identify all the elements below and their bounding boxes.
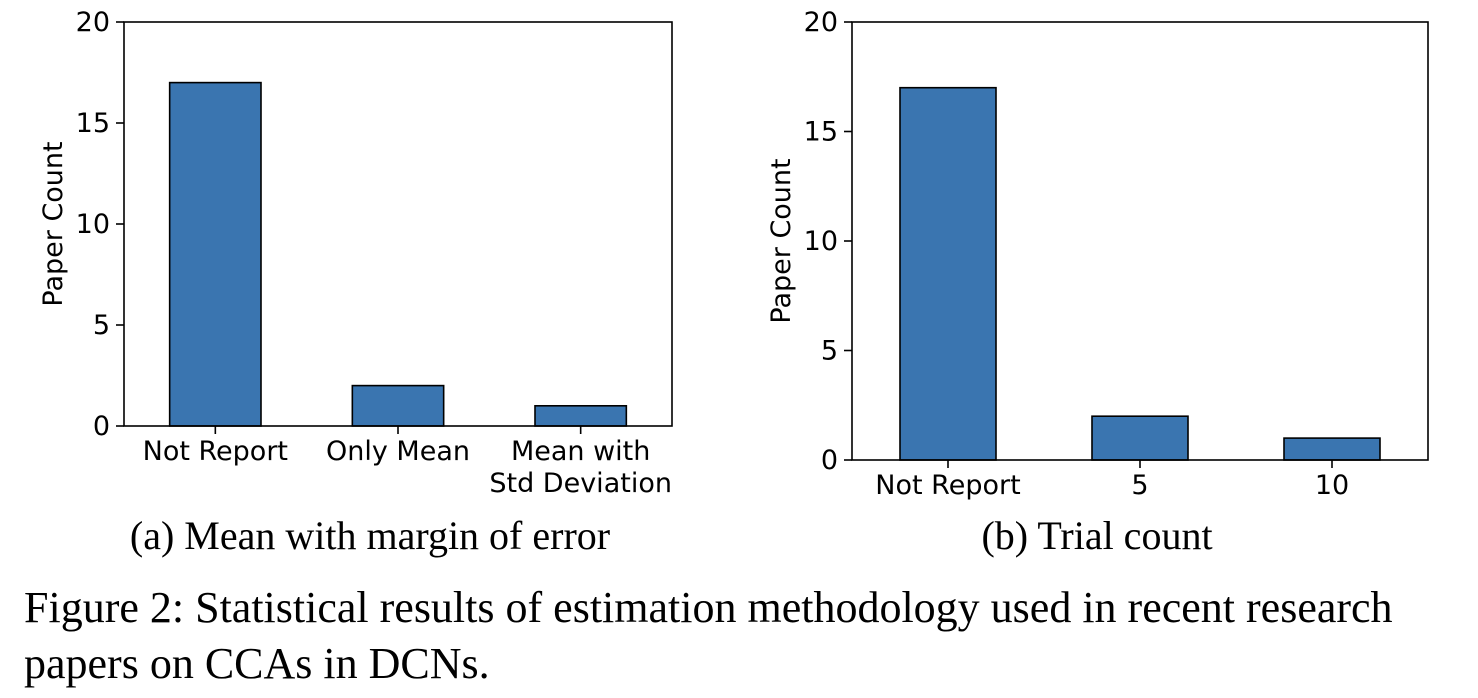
y-tick-label: 20 xyxy=(804,7,838,38)
y-tick-label: 0 xyxy=(93,411,110,442)
y-tick-label: 10 xyxy=(76,209,110,240)
bar xyxy=(899,86,997,461)
bar xyxy=(351,384,445,427)
x-tick-label: Not Report xyxy=(875,470,1020,501)
y-tick-label: 20 xyxy=(76,7,110,38)
y-axis-label: Paper Count xyxy=(38,141,69,306)
y-tick-label: 15 xyxy=(76,108,110,139)
x-tick-label: Std Deviation xyxy=(489,468,672,499)
x-tick-label: 5 xyxy=(1131,470,1148,501)
x-tick-label: 10 xyxy=(1315,470,1349,501)
subcaption-b: (b) Trial count xyxy=(981,513,1213,558)
y-tick-label: 5 xyxy=(821,336,838,367)
bar xyxy=(168,81,262,427)
y-tick-label: 0 xyxy=(821,445,838,476)
x-tick-label: Only Mean xyxy=(326,436,470,467)
y-tick-label: 10 xyxy=(804,226,838,257)
chart-a: 0 5 10 15 20 Not Report Only Mean Mean withStd … xyxy=(38,7,673,499)
x-tick-label: Not Report xyxy=(143,436,288,467)
bar xyxy=(1091,415,1189,461)
chart-panel-b: 0 5 10 15 20 Not Report 5 10 Paper Count xyxy=(740,0,1478,530)
chart-panel-a: 0 5 10 15 20 Not Report Only Mean Mean with Std … xyxy=(0,0,740,530)
bar xyxy=(1283,437,1381,461)
bar xyxy=(534,404,628,427)
subcaption-a: (a) Mean with margin of error xyxy=(129,513,611,558)
x-tick-label: Mean with xyxy=(511,436,650,467)
y-tick-label: 15 xyxy=(804,117,838,148)
y-tick-label: 5 xyxy=(93,310,110,341)
figure-caption: Figure 2: Statistical results of estimat… xyxy=(24,583,1393,688)
y-axis-label: Paper Count xyxy=(766,158,797,323)
